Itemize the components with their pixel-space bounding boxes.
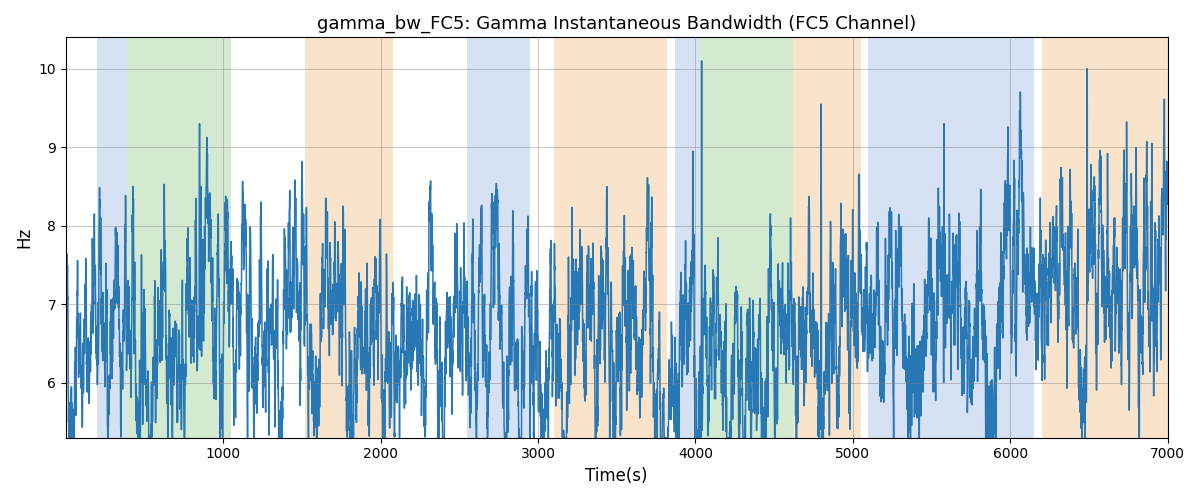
Bar: [127, 38, 232, 438]
Bar: [97, 38, 127, 438]
X-axis label: Time(s): Time(s): [586, 467, 648, 485]
Bar: [674, 38, 700, 438]
Bar: [467, 38, 530, 438]
Y-axis label: Hz: Hz: [16, 227, 34, 248]
Bar: [700, 38, 793, 438]
Bar: [1042, 38, 1168, 438]
Bar: [869, 38, 1033, 438]
Title: gamma_bw_FC5: Gamma Instantaneous Bandwidth (FC5 Channel): gamma_bw_FC5: Gamma Instantaneous Bandwi…: [317, 15, 917, 34]
Bar: [793, 38, 860, 438]
Bar: [305, 38, 394, 438]
Bar: [553, 38, 667, 438]
